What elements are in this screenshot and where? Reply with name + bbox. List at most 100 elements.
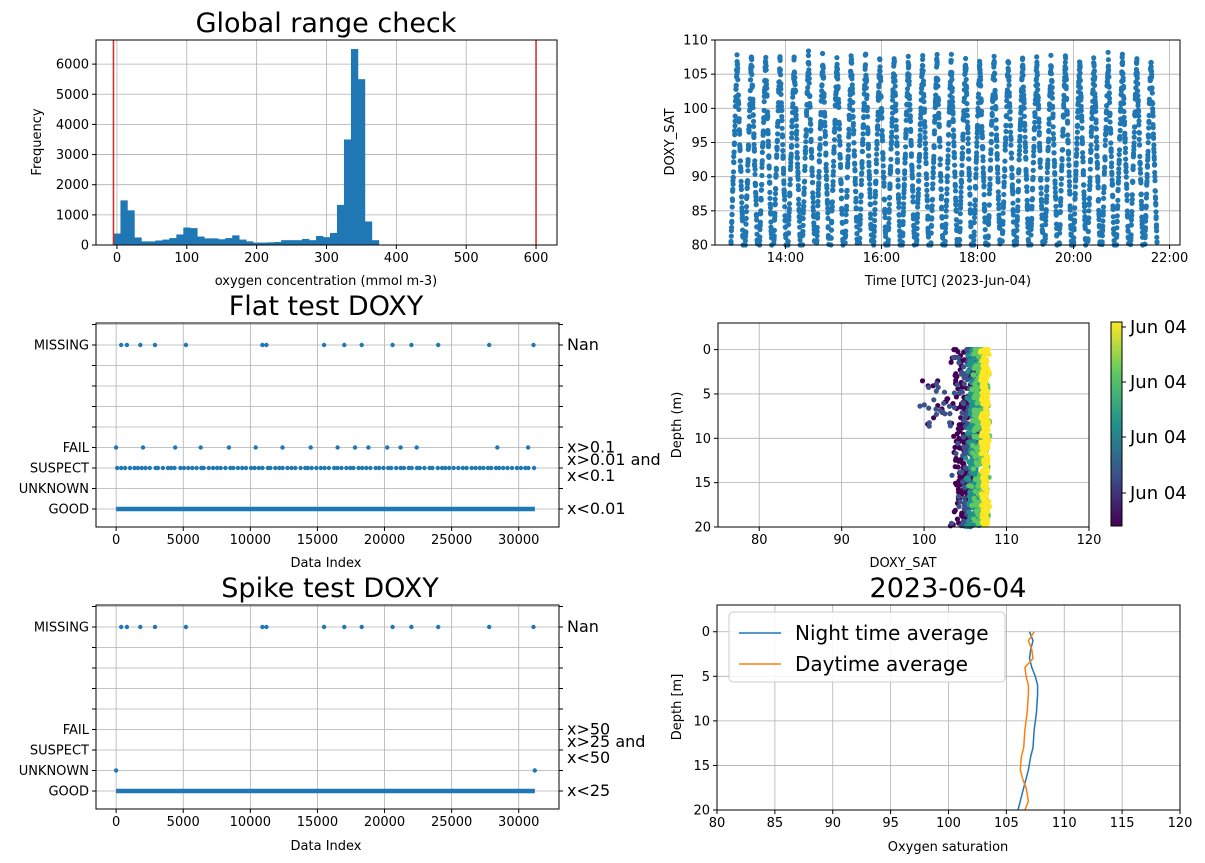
ts-point: [1131, 140, 1137, 146]
ts-point: [892, 73, 898, 79]
ts-point: [863, 51, 869, 57]
ts-point: [859, 159, 865, 165]
ts-point: [965, 123, 971, 129]
ts-point: [922, 119, 928, 125]
ts-point: [836, 121, 843, 127]
ts-point: [920, 82, 927, 88]
ts-point: [986, 191, 993, 197]
ts-point: [1052, 171, 1058, 177]
ts-point: [971, 237, 977, 243]
ts-point: [772, 210, 778, 216]
ts-point: [1123, 164, 1129, 170]
ts-point: [775, 118, 781, 124]
ts-point: [1094, 134, 1100, 140]
flat-flag-point: [280, 465, 285, 471]
depth-point: [982, 501, 988, 507]
ts-point: [850, 107, 856, 113]
ts-point: [843, 207, 850, 213]
hist-xtick-label: 500: [454, 251, 479, 266]
ts-point: [807, 116, 813, 122]
ts-point: [760, 129, 767, 135]
flat-flag-point: [505, 465, 510, 471]
depth-point: [981, 449, 987, 455]
ts-point: [1108, 149, 1114, 155]
ts-point: [810, 195, 816, 201]
ts-point: [801, 199, 807, 205]
ts-point: [1032, 124, 1038, 130]
spike-xtick-label: 30000: [498, 815, 539, 830]
ts-point: [1063, 77, 1069, 83]
flat-flag-point: [436, 342, 441, 348]
ts-point: [1108, 164, 1115, 170]
ts-point: [920, 53, 926, 59]
flat-flag-point: [398, 445, 403, 450]
ts-point: [914, 232, 920, 238]
ts-point: [994, 152, 1000, 158]
ts-point: [880, 163, 886, 169]
ts-point: [777, 57, 783, 64]
depth-point: [965, 352, 971, 358]
ts-point: [849, 60, 855, 66]
ts-point: [888, 156, 894, 162]
ts-point: [891, 58, 898, 64]
ts-point: [1063, 66, 1069, 72]
ts-point: [1034, 72, 1040, 78]
depth-point: [982, 367, 988, 374]
ts-point: [849, 85, 856, 92]
ts-point: [907, 106, 913, 113]
ts-point: [1057, 230, 1063, 236]
ts-point: [972, 202, 978, 208]
ts-point: [1051, 150, 1057, 156]
ts-point: [973, 185, 979, 191]
ts-point: [1093, 139, 1099, 145]
ts-point: [838, 181, 844, 187]
spike-flag-label: FAIL: [63, 723, 90, 738]
flat-flag-point: [140, 445, 146, 450]
profile-xtick-label: 80: [709, 816, 726, 831]
ts-point: [831, 144, 837, 150]
ts-point: [1022, 123, 1028, 129]
depth-point: [961, 489, 968, 495]
ts-point: [1071, 239, 1077, 245]
flat-right-label: x>0.1: [567, 438, 615, 457]
flat-xtick-label: 20000: [364, 533, 405, 548]
ts-point: [750, 118, 757, 124]
ts-point: [877, 64, 883, 70]
ts-point: [1153, 209, 1159, 215]
ts-point: [1116, 151, 1122, 158]
ts-point: [880, 155, 886, 161]
ts-point: [896, 204, 902, 210]
ts-point: [920, 68, 926, 74]
ts-point: [789, 124, 795, 130]
depth-point: [952, 444, 958, 450]
ts-point: [752, 158, 758, 164]
ts-point: [1056, 241, 1062, 247]
ts-point: [989, 119, 995, 125]
depth-point: [980, 467, 987, 473]
ts-point: [1088, 133, 1095, 139]
ts-point: [1067, 207, 1073, 213]
hist-bar: [323, 237, 331, 245]
ts-point: [844, 187, 850, 193]
ts-point: [834, 55, 840, 61]
ts-point: [771, 227, 778, 233]
ts-point: [793, 112, 799, 118]
ts-point: [808, 127, 814, 133]
ts-point: [957, 219, 963, 225]
ts-point: [995, 189, 1001, 195]
ts-point: [825, 210, 831, 216]
ts-point: [874, 131, 880, 137]
ts-point: [1036, 105, 1042, 111]
flat-flag-point: [460, 465, 465, 471]
ts-point: [950, 111, 956, 117]
ts-point: [896, 218, 902, 224]
ts-point: [1020, 72, 1026, 78]
ts-point: [1125, 228, 1131, 234]
ts-point: [953, 208, 959, 214]
ts-point: [823, 161, 829, 167]
ts-point: [777, 67, 784, 73]
ts-point: [787, 176, 793, 182]
ts-point: [1089, 115, 1095, 121]
ts-point: [867, 194, 873, 200]
ts-point: [986, 202, 992, 208]
